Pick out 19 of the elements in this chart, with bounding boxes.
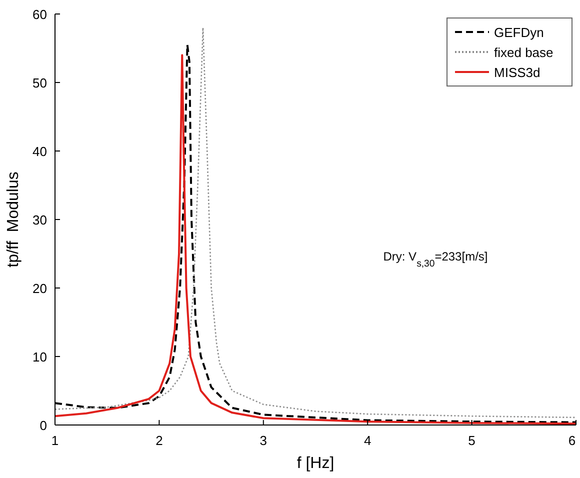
x-axis-title: f [Hz] (296, 455, 334, 472)
x-tick-label: 2 (156, 433, 163, 448)
y-tick-label: 40 (32, 144, 47, 159)
x-tick-label: 5 (468, 433, 476, 448)
y-tick-label: 0 (40, 418, 47, 433)
x-tick-label: 6 (568, 433, 576, 448)
annotation: Dry: V$_{s,30}$=233[m/s] (383, 250, 488, 270)
x-tick-label: 3 (260, 433, 268, 448)
y-tick-label: 30 (32, 212, 47, 228)
legend-label: fixed base (494, 45, 554, 60)
y-tick-label: 10 (32, 350, 47, 364)
y-axis-title: tp/ff Modulus (5, 172, 22, 268)
legend-label: MISS3d (494, 65, 540, 80)
x-tick-label: 4 (364, 433, 372, 448)
y-tick-label: 50 (32, 76, 47, 90)
y-tick-label: 60 (32, 7, 47, 22)
y-tick-label: 20 (32, 281, 47, 296)
legend-label: GEFDyn (494, 25, 544, 40)
x-tick-label: 1 (51, 433, 59, 448)
